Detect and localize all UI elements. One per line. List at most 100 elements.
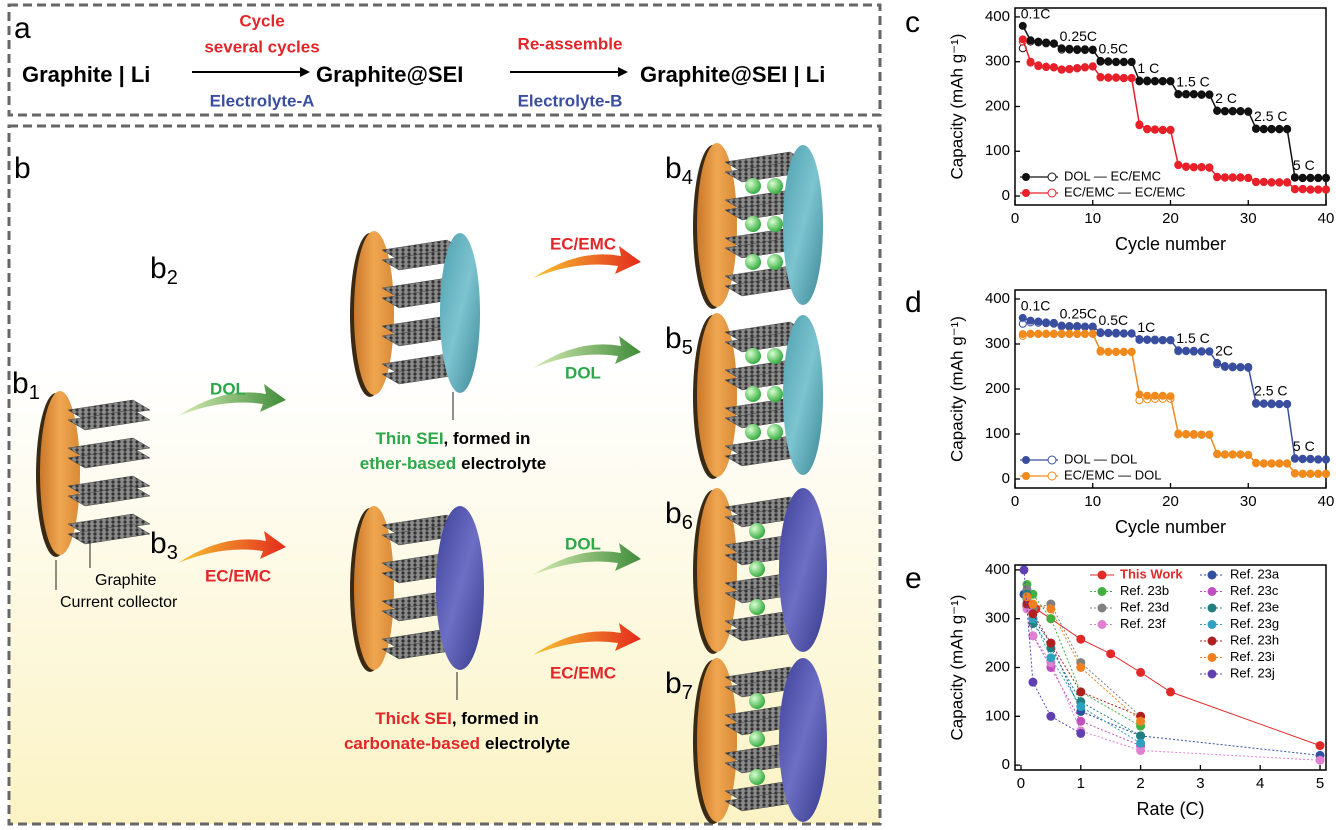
open-point: [1322, 470, 1330, 479]
open-point: [1049, 63, 1058, 72]
arrowhead: [300, 67, 310, 77]
point: [1136, 716, 1146, 726]
point: [1018, 313, 1027, 322]
point: [1136, 745, 1146, 755]
open-point: [1158, 77, 1167, 86]
open-point: [1314, 470, 1323, 479]
point: [1127, 73, 1136, 82]
open-point: [1174, 90, 1183, 99]
point: [1182, 346, 1191, 355]
open-point: [1275, 125, 1284, 134]
open-point: [1088, 46, 1097, 55]
point: [1158, 125, 1167, 134]
point: [1314, 185, 1323, 194]
rate-label: 0.25C: [1060, 28, 1097, 44]
open-point: [1244, 363, 1253, 372]
point: [1026, 329, 1035, 338]
open-point: [1244, 107, 1253, 116]
open-point: [1174, 430, 1183, 439]
caption: carbonate-based electrolyte: [344, 734, 570, 753]
rate-label: 0.1C: [1021, 298, 1051, 314]
point: [1213, 449, 1222, 458]
stage-main: b: [12, 367, 29, 400]
point: [1042, 329, 1051, 338]
point: [1076, 687, 1086, 697]
structure: [692, 312, 823, 480]
y-tick-label: 300: [985, 610, 1010, 627]
open-point: [1150, 394, 1159, 403]
point: [1220, 106, 1229, 115]
caption-part: ether-based: [360, 454, 456, 473]
point: [1028, 609, 1038, 619]
x-axis-label: Rate (C): [1136, 799, 1204, 819]
x-tick-label: 3: [1196, 775, 1204, 792]
caption-part: electrolyte: [461, 454, 546, 473]
open-point: [1236, 363, 1245, 372]
point: [1314, 173, 1323, 182]
legend-label: DOL — EC/EMC: [1064, 168, 1161, 183]
open-point: [1252, 399, 1261, 408]
legend-marker: [1207, 620, 1217, 629]
open-point: [1283, 125, 1292, 134]
open-point: [1197, 430, 1206, 439]
arrowhead: [618, 67, 628, 77]
point: [1322, 185, 1330, 194]
point: [1057, 329, 1066, 338]
point: [1076, 728, 1086, 738]
open-point: [1150, 336, 1159, 345]
open-point: [1065, 45, 1074, 54]
y-tick-label: 400: [985, 561, 1010, 578]
point: [1314, 469, 1323, 478]
legend-label: Ref. 23f: [1120, 616, 1166, 631]
legend-marker: [1097, 587, 1107, 596]
point: [1267, 459, 1276, 468]
open-point: [1065, 330, 1074, 339]
point: [1104, 347, 1113, 356]
point: [1166, 392, 1175, 401]
open-point: [1143, 77, 1152, 86]
point: [1135, 390, 1144, 399]
point: [1275, 124, 1284, 133]
x-tick-label: 4: [1256, 775, 1264, 792]
point: [1028, 677, 1038, 687]
open-point: [1049, 39, 1058, 48]
point: [1259, 177, 1268, 186]
open-point: [1259, 125, 1268, 134]
open-point: [1135, 121, 1144, 130]
open-point: [1259, 178, 1268, 187]
open-point: [1290, 185, 1299, 194]
open-point: [1205, 347, 1214, 356]
y-tick-label: 0: [1002, 187, 1010, 204]
legend-marker: [1207, 669, 1217, 679]
legend-marker: [1022, 456, 1030, 464]
stage-label: b3: [150, 527, 178, 564]
open-point: [1290, 454, 1299, 463]
point: [1244, 450, 1253, 459]
point: [1150, 125, 1159, 134]
structure: [692, 487, 827, 655]
arrow-label: EC/EMC: [550, 234, 616, 253]
point: [1315, 755, 1325, 765]
open-point: [1096, 57, 1105, 66]
stage-text: Graphite | Li: [22, 62, 150, 87]
open-point: [1073, 64, 1082, 73]
point: [1046, 711, 1056, 721]
point: [1283, 459, 1292, 468]
rate-label: 2.5 C: [1254, 383, 1287, 399]
point: [1150, 76, 1159, 85]
point: [1205, 430, 1214, 439]
open-point: [1104, 73, 1113, 82]
legend-label: EC/EMC — DOL: [1064, 467, 1162, 482]
panel-a-box: [7, 3, 882, 117]
point: [1073, 329, 1082, 338]
panel-label: d: [905, 286, 922, 319]
point: [1283, 178, 1292, 187]
open-point: [1267, 178, 1276, 187]
x-tick-label: 30: [1240, 493, 1257, 510]
point: [1158, 76, 1167, 85]
point: [1182, 89, 1191, 98]
open-point: [1189, 430, 1198, 439]
stage-main: b: [665, 322, 682, 355]
point: [1127, 57, 1136, 66]
legend-label: Ref. 23h: [1230, 632, 1279, 647]
